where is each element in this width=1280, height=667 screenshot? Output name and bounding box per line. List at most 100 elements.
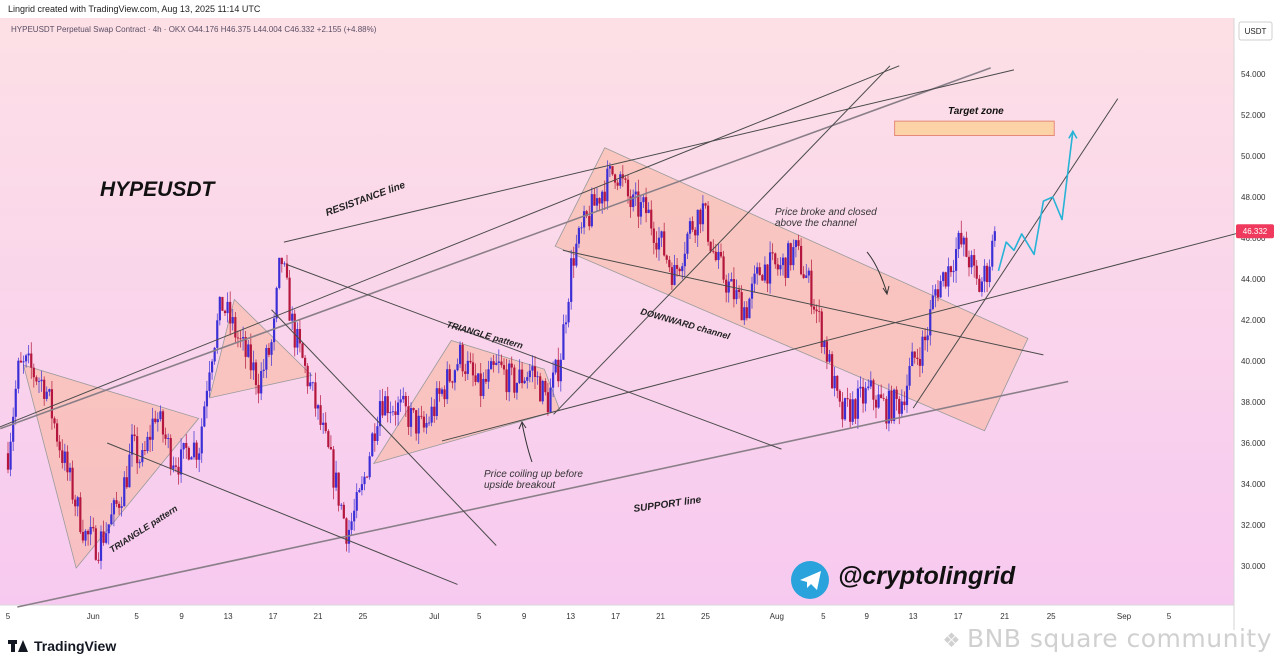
time-tick-label: 5 xyxy=(134,612,139,621)
candle-body xyxy=(161,411,165,435)
candle-body xyxy=(727,281,730,293)
candle-body xyxy=(717,251,720,261)
candle-body xyxy=(787,243,790,278)
time-tick-label: Jun xyxy=(87,612,100,621)
arrow-coil xyxy=(518,420,533,463)
candle-body xyxy=(688,221,692,234)
candle-body xyxy=(435,388,438,417)
candle-body xyxy=(99,531,103,561)
currency-badge[interactable]: USDT xyxy=(1238,21,1273,41)
candle-body xyxy=(422,416,426,428)
candle-body xyxy=(536,376,539,378)
candle-body xyxy=(913,351,916,358)
price-tick-label: 52.000 xyxy=(1241,111,1266,120)
telegram-badge[interactable]: @cryptolingrid xyxy=(791,561,1016,599)
candle-body xyxy=(815,309,818,312)
candle-body xyxy=(115,500,118,504)
candle-body xyxy=(678,268,681,272)
candle-body xyxy=(278,257,281,288)
tradingview-logo[interactable]: TradingView xyxy=(8,638,116,654)
candle-body xyxy=(973,255,976,266)
candle-body xyxy=(94,528,97,560)
price-chart[interactable]: HYPEUSDT RESISTANCE line SUPPORT line TR… xyxy=(0,18,1280,630)
candle-body xyxy=(652,228,655,243)
candle-body xyxy=(719,251,723,257)
candle-body xyxy=(234,317,237,338)
candle-body xyxy=(510,363,513,368)
candle-body xyxy=(24,355,28,362)
candle-body xyxy=(665,255,668,260)
candle-body xyxy=(458,344,462,365)
candle-body xyxy=(81,532,85,541)
target-zone-group xyxy=(894,120,1055,137)
candle-body xyxy=(539,376,542,402)
candle-body xyxy=(301,343,304,358)
candle-body xyxy=(730,279,733,282)
candle-body xyxy=(239,338,242,340)
candle-body xyxy=(624,178,627,180)
candle-body xyxy=(195,442,198,460)
time-axis-background xyxy=(0,605,1234,630)
candle-body xyxy=(35,377,38,382)
time-tick-label: 17 xyxy=(954,612,963,621)
candle-body xyxy=(487,369,490,382)
candle-body xyxy=(489,361,493,370)
candle-body xyxy=(451,381,454,383)
candle-body xyxy=(84,530,87,541)
candle-body xyxy=(802,274,805,278)
line-triangle-diagonal xyxy=(286,264,782,450)
candle-body xyxy=(402,395,405,400)
price-tick-label: 38.000 xyxy=(1241,398,1266,407)
candle-body xyxy=(270,342,273,355)
candle-body xyxy=(564,322,568,325)
candle-body xyxy=(456,364,459,371)
candle-body xyxy=(916,357,919,359)
time-tick-label: Sep xyxy=(1117,612,1132,621)
candle-body xyxy=(347,529,351,544)
candle-body xyxy=(660,231,663,238)
candle-body xyxy=(895,389,898,399)
time-tick-label: 13 xyxy=(224,612,233,621)
candle-body xyxy=(265,347,268,370)
candle-body xyxy=(192,442,196,458)
candle-body xyxy=(841,401,844,420)
candle-body xyxy=(970,255,973,268)
last-price-tag: 46.332 xyxy=(1236,224,1274,239)
candle-body xyxy=(68,467,72,473)
candle-body xyxy=(9,441,12,470)
candle-body xyxy=(557,359,560,382)
telegram-handle[interactable]: @cryptolingrid xyxy=(838,562,1016,590)
candle-body xyxy=(329,447,333,450)
candle-body xyxy=(371,433,374,457)
candle-body xyxy=(76,497,79,507)
candle-body xyxy=(856,388,860,419)
candle-body xyxy=(900,401,903,414)
candle-body xyxy=(378,401,382,427)
candle-body xyxy=(580,227,583,229)
candle-body xyxy=(657,237,661,250)
candle-body xyxy=(141,450,144,463)
candle-body xyxy=(965,237,968,257)
candle-body xyxy=(226,301,229,314)
candle-body xyxy=(399,399,402,403)
arrow-broke xyxy=(866,251,890,296)
candle-body xyxy=(887,390,891,424)
candle-body xyxy=(172,465,175,469)
candle-body xyxy=(505,369,508,393)
candle-body xyxy=(213,347,216,362)
candle-body xyxy=(404,395,407,407)
target-zone-label: Target zone xyxy=(948,106,1004,117)
candle-body xyxy=(394,411,397,415)
candle-body xyxy=(79,497,82,533)
plot-background xyxy=(0,18,1234,605)
candle-body xyxy=(632,194,635,208)
candle-body xyxy=(353,510,356,522)
line-resistance-line xyxy=(0,67,991,430)
line-long-diagonal xyxy=(107,442,458,585)
candle-body xyxy=(275,287,278,319)
candle-body xyxy=(983,265,986,282)
candle-body xyxy=(291,313,294,321)
candle-body xyxy=(427,422,431,424)
candle-body xyxy=(836,375,839,391)
candle-body xyxy=(921,336,924,366)
